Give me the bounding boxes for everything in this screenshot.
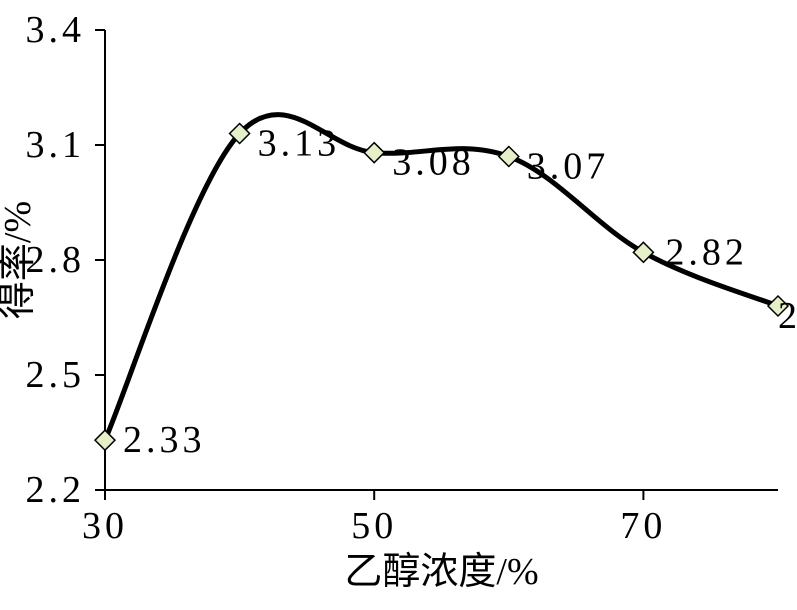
data-label: 2.82 (665, 231, 748, 273)
x-tick-label: 50 (351, 505, 397, 547)
data-label: 3.08 (392, 142, 475, 184)
y-axis-title: 得率/% (0, 201, 39, 319)
y-tick-label: 3.1 (26, 124, 86, 166)
x-tick-label: 30 (82, 505, 128, 547)
x-tick-label: 70 (620, 505, 666, 547)
data-label: 3.13 (258, 123, 341, 165)
y-tick-label: 3.4 (26, 9, 86, 51)
x-axis-title: 乙醇浓度/% (344, 551, 538, 593)
y-tick-label: 2.5 (26, 354, 86, 396)
data-label: 3.07 (527, 146, 610, 188)
data-label: 2.68 (778, 295, 797, 337)
y-tick-label: 2.2 (26, 469, 86, 511)
chart-container: 2.22.52.83.13.4305070乙醇浓度/%得率/%2.333.133… (0, 0, 797, 610)
data-label: 2.33 (123, 419, 206, 461)
line-chart: 2.22.52.83.13.4305070乙醇浓度/%得率/%2.333.133… (0, 0, 797, 610)
